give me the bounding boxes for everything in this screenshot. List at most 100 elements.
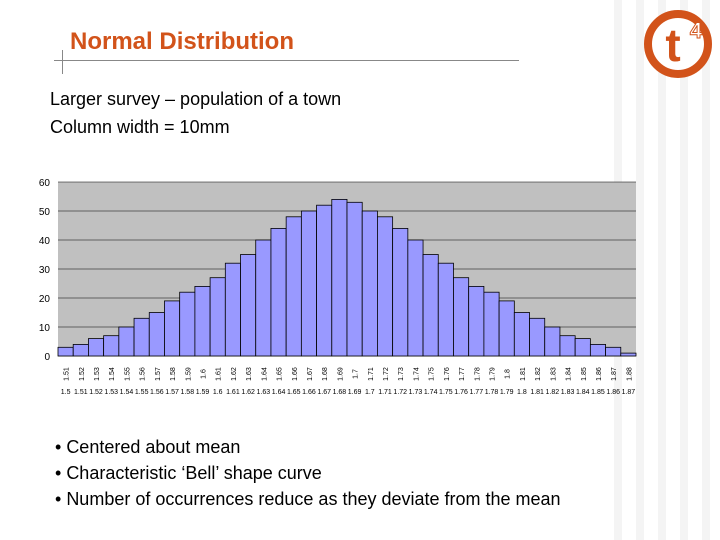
x-tick-label-upper: 1.65: [277, 367, 284, 381]
bar: [559, 335, 576, 357]
x-tick-label-lower: 1.6: [213, 389, 223, 395]
x-tick-label-upper: 1.58: [170, 367, 177, 381]
x-tick-label-upper: 1.64: [261, 367, 268, 381]
x-tick-label-upper: 1.74: [413, 367, 420, 381]
x-tick-label-upper: 1.52: [79, 367, 86, 381]
bar: [88, 338, 105, 357]
logo-superscript: 4: [690, 18, 703, 43]
x-tick-label-lower: 1.61: [226, 389, 240, 395]
slide-title: Normal Distribution: [70, 28, 295, 55]
bar: [407, 239, 424, 357]
bar: [164, 300, 181, 357]
logo-letter: t: [665, 19, 680, 71]
x-tick-label-lower: 1.55: [135, 389, 149, 395]
x-tick-label-upper: 1.54: [109, 367, 116, 381]
bar: [453, 277, 470, 357]
x-tick-label-upper: 1.56: [140, 367, 147, 381]
x-tick-label-upper: 1.83: [550, 367, 557, 381]
x-tick-label-lower: 1.63: [257, 389, 271, 395]
bar: [377, 216, 394, 357]
x-tick-label-upper: 1.82: [535, 367, 542, 381]
x-tick-label-upper: 1.88: [626, 367, 633, 381]
bar: [437, 262, 454, 357]
x-tick-label-lower: 1.73: [409, 389, 423, 395]
x-tick-label-lower: 1.57: [165, 389, 179, 395]
x-tick-label-lower: 1.83: [561, 389, 575, 395]
bar: [498, 300, 515, 357]
x-tick-label-lower: 1.85: [591, 389, 605, 395]
bullet-item: Number of occurrences reduce as they dev…: [55, 486, 560, 512]
x-tick-label-upper: 1.73: [398, 367, 405, 381]
x-tick-label-upper: 1.79: [490, 367, 497, 381]
title-underline: [54, 60, 519, 61]
x-tick-label-lower: 1.87: [622, 389, 636, 395]
bar: [194, 286, 211, 357]
title-crosshair: [62, 50, 63, 74]
bar: [118, 326, 135, 357]
subtitle-line-1: Larger survey – population of a town: [50, 89, 342, 109]
x-tick-label-upper: 1.86: [596, 367, 603, 381]
y-tick-label: 60: [39, 178, 51, 189]
x-tick-label-lower: 1.66: [302, 389, 316, 395]
bar: [529, 317, 546, 357]
bar: [224, 262, 241, 357]
x-tick-label-lower: 1.59: [196, 389, 210, 395]
y-tick-label: 10: [39, 323, 51, 334]
x-tick-label-lower: 1.53: [104, 389, 118, 395]
x-tick-label-lower: 1.84: [576, 389, 590, 395]
bullet-list: Centered about mean Characteristic ‘Bell…: [55, 434, 561, 512]
y-tick-label: 0: [44, 352, 50, 363]
bullet-item: Centered about mean: [55, 434, 561, 460]
x-tick-label-upper: 1.55: [124, 367, 131, 381]
x-tick-label-lower: 1.86: [606, 389, 620, 395]
x-tick-label-lower: 1.64: [272, 389, 286, 395]
subtitle: Larger survey – population of a town Col…: [50, 85, 341, 141]
x-tick-label-upper: 1.76: [444, 367, 451, 381]
bar: [57, 346, 74, 357]
bar: [270, 228, 287, 357]
x-tick-label-lower: 1.7: [365, 389, 375, 395]
x-tick-label-lower: 1.54: [120, 389, 134, 395]
bar: [468, 286, 485, 357]
t4-logo-icon: t 4: [644, 10, 712, 78]
y-tick-label: 30: [39, 265, 51, 276]
x-tick-label-upper: 1.66: [292, 367, 299, 381]
x-tick-label-lower: 1.62: [241, 389, 255, 395]
y-tick-label: 40: [39, 236, 51, 247]
bar: [285, 216, 302, 357]
x-tick-label-lower: 1.56: [150, 389, 164, 395]
histogram-chart: 01020304050601.511.51.521.511.531.521.54…: [39, 178, 637, 395]
bar: [513, 312, 530, 357]
x-tick-label-lower: 1.77: [469, 389, 483, 395]
x-tick-label-upper: 1.78: [474, 367, 481, 381]
x-tick-label-lower: 1.8: [517, 389, 527, 395]
x-tick-label-upper: 1.51: [64, 367, 71, 381]
x-tick-label-upper: 1.84: [566, 367, 573, 381]
x-tick-label-upper: 1.69: [337, 367, 344, 381]
x-tick-label-lower: 1.79: [500, 389, 514, 395]
x-tick-label-lower: 1.74: [424, 389, 438, 395]
bar: [392, 228, 409, 357]
x-tick-label-lower: 1.82: [546, 389, 560, 395]
bar: [148, 312, 165, 357]
y-tick-label: 20: [39, 294, 51, 305]
x-tick-label-lower: 1.72: [393, 389, 407, 395]
bar: [133, 317, 150, 357]
bar: [316, 204, 333, 357]
bar: [361, 210, 378, 357]
x-tick-label-upper: 1.59: [185, 367, 192, 381]
x-tick-label-upper: 1.62: [231, 367, 238, 381]
bar: [72, 343, 89, 357]
x-tick-label-upper: 1.57: [155, 367, 162, 381]
x-tick-label-upper: 1.7: [353, 369, 360, 379]
x-tick-label-upper: 1.61: [216, 367, 223, 381]
x-tick-label-lower: 1.51: [74, 389, 88, 395]
x-tick-label-upper: 1.68: [322, 367, 329, 381]
x-tick-label-lower: 1.81: [530, 389, 544, 395]
bar: [589, 343, 606, 357]
x-tick-label-upper: 1.81: [520, 367, 527, 381]
bar: [544, 326, 561, 357]
bar: [255, 239, 272, 357]
x-tick-label-lower: 1.75: [439, 389, 453, 395]
bar: [179, 291, 196, 357]
